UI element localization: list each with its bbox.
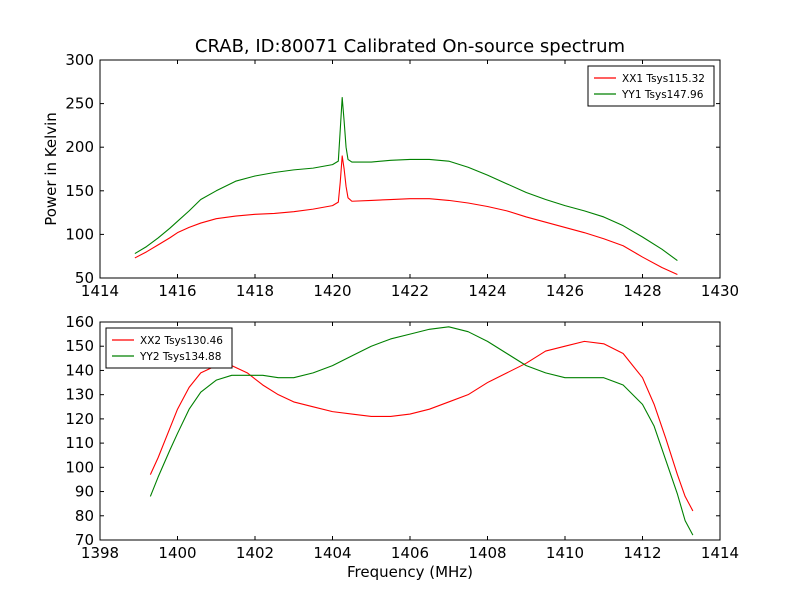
x-tick-label: 1428 [623, 282, 661, 300]
y-tick-label: 160 [65, 313, 94, 331]
y-tick-label: 100 [65, 458, 94, 476]
legend-box [587, 65, 715, 107]
panel-top: 1414 1416 1418 1420 1422 1424 1426 1428 1430 50 10… [42, 51, 739, 300]
y-tick-label: 100 [65, 225, 94, 243]
x-tick-label: 1424 [468, 282, 506, 300]
x-tick-label: 1418 [236, 282, 274, 300]
y-tick-label: 70 [75, 531, 94, 549]
x-tick-label: 1426 [546, 282, 584, 300]
y-tick-label: 80 [75, 507, 94, 525]
y-tick-label: 150 [65, 182, 94, 200]
x-tick-label: 1400 [158, 544, 196, 562]
x-tick-label: 1406 [391, 544, 429, 562]
x-tick-label: 1414 [701, 544, 739, 562]
x-tick-label: 1410 [546, 544, 584, 562]
series-line-1 [134, 155, 678, 276]
y-tick-label: 150 [65, 337, 94, 355]
series-group [134, 96, 678, 276]
x-tick-label: 1398 [81, 544, 119, 562]
x-tick-label: 1414 [81, 282, 119, 300]
y-tick-label: 50 [75, 269, 94, 287]
y-tick-label: 90 [75, 483, 94, 501]
y-tick-label: 140 [65, 361, 94, 379]
y-tick-label: 130 [65, 386, 94, 404]
series-line-2 [134, 96, 678, 262]
y-tick-label: 110 [65, 434, 94, 452]
x-tick-label: 1412 [623, 544, 661, 562]
legend-label-2: YY2 Tsys134.88 [139, 351, 221, 363]
panel-bottom: 1398 1400 1402 1404 1406 1408 1410 1412 1414 70 80… [65, 313, 739, 581]
legend-label-2: YY1 Tsys147.96 [621, 89, 704, 101]
legend-box [105, 327, 233, 369]
series-line-2 [149, 326, 694, 536]
legend-label-1: XX2 Tsys130.46 [140, 335, 223, 347]
legend-label-1: XX1 Tsys115.32 [622, 73, 705, 85]
y-tick-label: 250 [65, 95, 94, 113]
x-tick-label: 1408 [468, 544, 506, 562]
y-tick-label: 120 [65, 410, 94, 428]
x-axis-label: Frequency (MHz) [347, 563, 473, 581]
x-tick-label: 1430 [701, 282, 739, 300]
chart-title: CRAB, ID:80071 Calibrated On-source spec… [195, 36, 625, 57]
y-axis-label: Power in Kelvin [42, 112, 60, 226]
legend: XX2 Tsys130.46 YY2 Tsys134.88 [105, 327, 233, 369]
y-tick-label: 200 [65, 138, 94, 156]
x-tick-label: 1404 [313, 544, 351, 562]
legend: XX1 Tsys115.32 YY1 Tsys147.96 [587, 65, 715, 107]
x-tick-label: 1422 [391, 282, 429, 300]
y-tick-label: 300 [65, 51, 94, 69]
x-tick-label: 1420 [313, 282, 351, 300]
x-tick-label: 1416 [158, 282, 196, 300]
x-tick-label: 1402 [236, 544, 274, 562]
